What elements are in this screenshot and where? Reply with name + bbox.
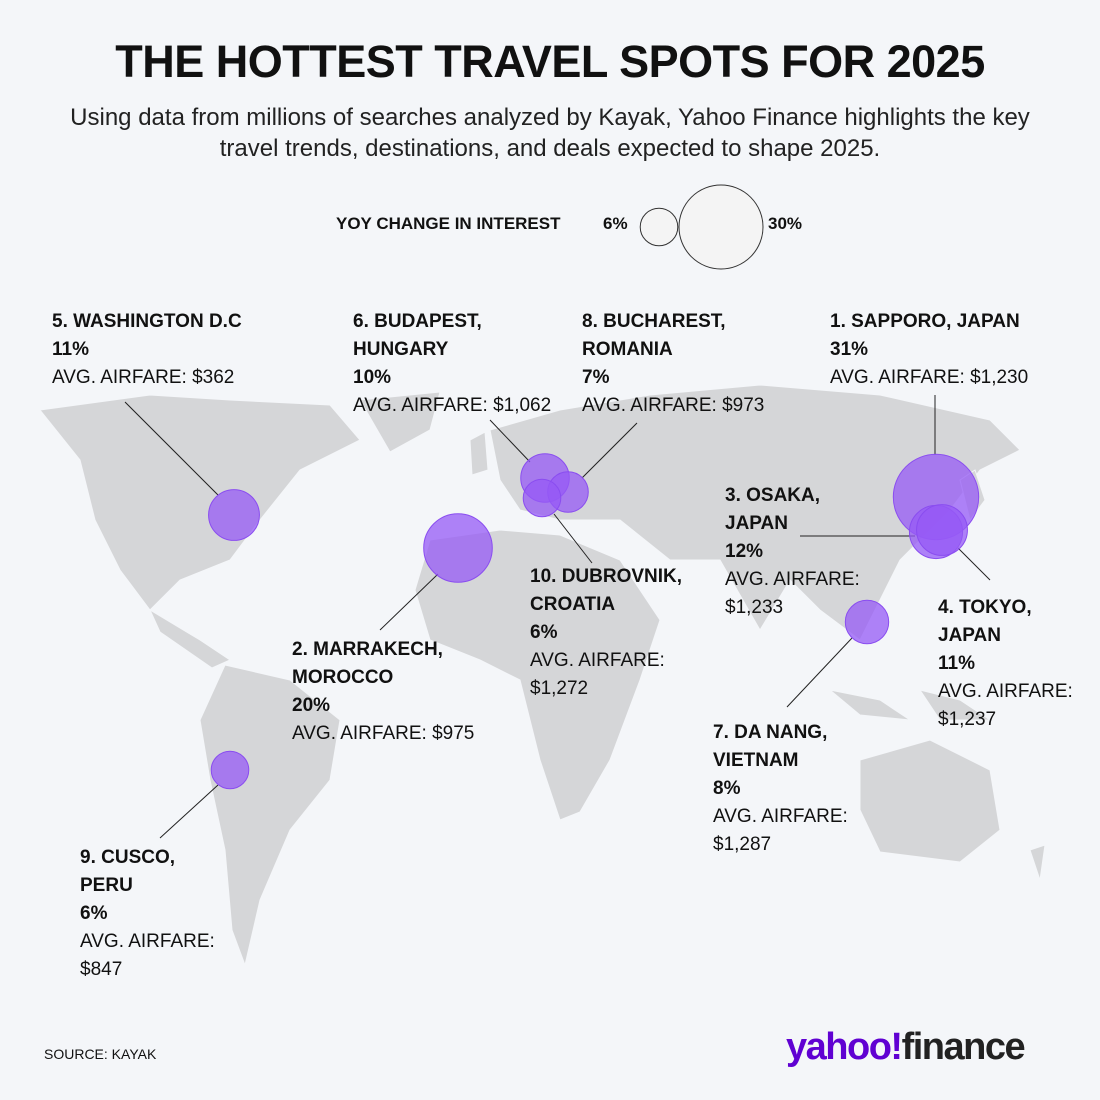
land bbox=[39, 384, 1046, 967]
source: SOURCE: KAYAK bbox=[44, 1046, 157, 1062]
subtitle: Using data from millions of searches ana… bbox=[70, 104, 1030, 162]
destination-name: 6. BUDAPEST, HUNGARY bbox=[353, 311, 482, 360]
destination-change: 31% bbox=[830, 339, 869, 360]
destination-change: 10% bbox=[353, 367, 392, 388]
destination-label: 10. DUBROVNIK, CROATIA 6% AVG. AIRFARE: $1… bbox=[530, 563, 700, 703]
destination-airfare: AVG. AIRFARE: $1,230 bbox=[830, 367, 1029, 388]
destination-change: 6% bbox=[530, 622, 558, 643]
destination-airfare: AVG. AIRFARE: $1,272 bbox=[530, 650, 665, 699]
destination-name: 4. TOKYO, JAPAN bbox=[938, 597, 1032, 646]
destination-change: 12% bbox=[725, 541, 764, 562]
bubble bbox=[423, 513, 493, 583]
destination-airfare: AVG. AIRFARE: $973 bbox=[582, 395, 765, 416]
leader-line bbox=[581, 422, 638, 479]
destination-airfare: AVG. AIRFARE: $1,233 bbox=[725, 569, 860, 618]
destination-label: 3. OSAKA, JAPAN 12% AVG. AIRFARE: $1,233 bbox=[725, 482, 865, 622]
destination-change: 6% bbox=[80, 903, 108, 924]
legend-min-circle bbox=[639, 207, 679, 247]
destination-name: 3. OSAKA, JAPAN bbox=[725, 485, 821, 534]
destination-label: 2. MARRAKECH, MOROCCO 20% AVG. AIRFARE: $9… bbox=[292, 636, 482, 748]
logo-yahoo: yahoo! bbox=[786, 1026, 903, 1068]
destination-name: 8. BUCHAREST, ROMANIA bbox=[582, 311, 726, 360]
leader-line bbox=[379, 573, 439, 631]
destination-airfare: AVG. AIRFARE: $1,287 bbox=[713, 806, 848, 855]
destination-name: 7. DA NANG, VIETNAM bbox=[713, 722, 828, 771]
leader-line bbox=[786, 637, 853, 708]
leader-line bbox=[159, 784, 219, 839]
bubble bbox=[522, 478, 562, 518]
destination-airfare: AVG. AIRFARE: $847 bbox=[80, 931, 215, 980]
destination-label: 8. BUCHAREST, ROMANIA 7% AVG. AIRFARE: $97… bbox=[582, 308, 782, 420]
leader-line bbox=[553, 513, 593, 564]
legend-max-label: 30% bbox=[768, 214, 803, 233]
destination-airfare: AVG. AIRFARE: $1,062 bbox=[353, 395, 552, 416]
destination-label: 7. DA NANG, VIETNAM 8% AVG. AIRFARE: $1,28… bbox=[713, 719, 873, 859]
bubble bbox=[208, 489, 260, 541]
destination-label: 5. WASHINGTON D.C 11% AVG. AIRFARE: $362 bbox=[52, 308, 312, 392]
destination-change: 8% bbox=[713, 778, 741, 799]
legend-min-label: 6% bbox=[603, 214, 628, 233]
leader-line bbox=[124, 401, 219, 496]
title: THE HOTTEST TRAVEL SPOTS FOR 2025 bbox=[115, 36, 985, 87]
legend-label: YOY CHANGE IN INTEREST bbox=[336, 214, 561, 233]
destination-name: 9. CUSCO, PERU bbox=[80, 847, 176, 896]
bubble bbox=[844, 599, 890, 645]
destination-label: 4. TOKYO, JAPAN 11% AVG. AIRFARE: $1,237 bbox=[938, 594, 1078, 734]
logo: yahoo!finance bbox=[786, 1026, 1026, 1069]
leader-line bbox=[957, 547, 991, 581]
destination-name: 10. DUBROVNIK, CROATIA bbox=[530, 566, 683, 615]
destination-name: 1. SAPPORO, JAPAN bbox=[830, 311, 1020, 332]
bubble bbox=[916, 504, 968, 556]
destination-airfare: AVG. AIRFARE: $1,237 bbox=[938, 681, 1073, 730]
destination-change: 11% bbox=[938, 653, 975, 674]
destination-label: 1. SAPPORO, JAPAN 31% AVG. AIRFARE: $1,230 bbox=[830, 308, 1060, 392]
destination-change: 20% bbox=[292, 695, 331, 716]
destination-airfare: AVG. AIRFARE: $975 bbox=[292, 723, 475, 744]
destination-name: 2. MARRAKECH, MOROCCO bbox=[292, 639, 443, 688]
destination-label: 6. BUDAPEST, HUNGARY 10% AVG. AIRFARE: $1,… bbox=[353, 308, 563, 420]
legend-max-circle bbox=[678, 184, 764, 270]
leader-line bbox=[489, 419, 531, 463]
destination-label: 9. CUSCO, PERU 6% AVG. AIRFARE: $847 bbox=[80, 844, 220, 984]
logo-finance: finance bbox=[901, 1026, 1026, 1068]
bubble bbox=[210, 750, 250, 790]
destination-name: 5. WASHINGTON D.C bbox=[52, 311, 242, 332]
destination-airfare: AVG. AIRFARE: $362 bbox=[52, 367, 235, 388]
destination-change: 11% bbox=[52, 339, 89, 360]
destination-change: 7% bbox=[582, 367, 610, 388]
